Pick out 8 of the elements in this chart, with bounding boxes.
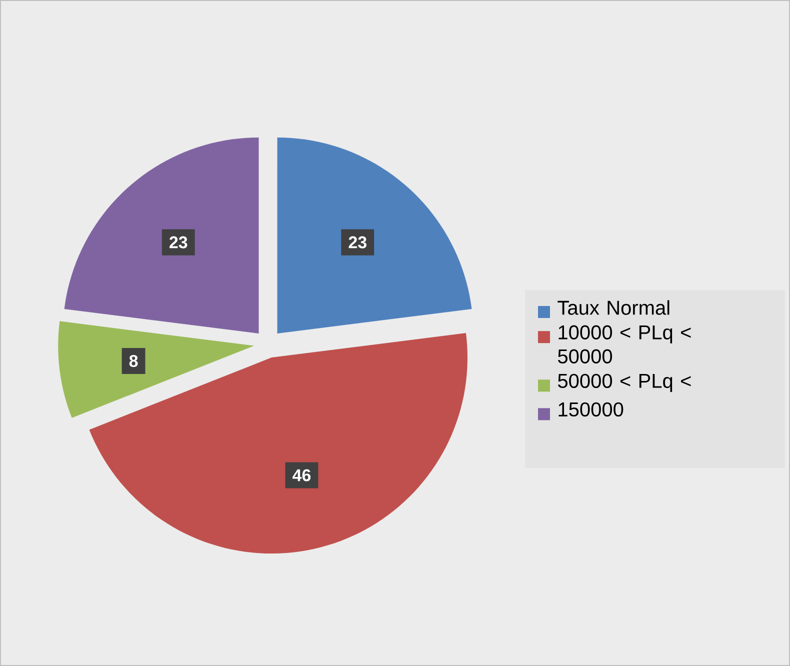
legend-label: 10000 < PLq < 50000 bbox=[558, 325, 691, 364]
data-label: 23 bbox=[348, 236, 366, 248]
legend-label: 150000 bbox=[558, 402, 624, 417]
data-label: 46 bbox=[292, 469, 311, 482]
data-label: 23 bbox=[170, 236, 188, 248]
legend-label: Taux Normal bbox=[558, 300, 670, 315]
legend-label: 50000 < PLq < bbox=[558, 374, 691, 392]
data-label: 8 bbox=[129, 354, 138, 367]
